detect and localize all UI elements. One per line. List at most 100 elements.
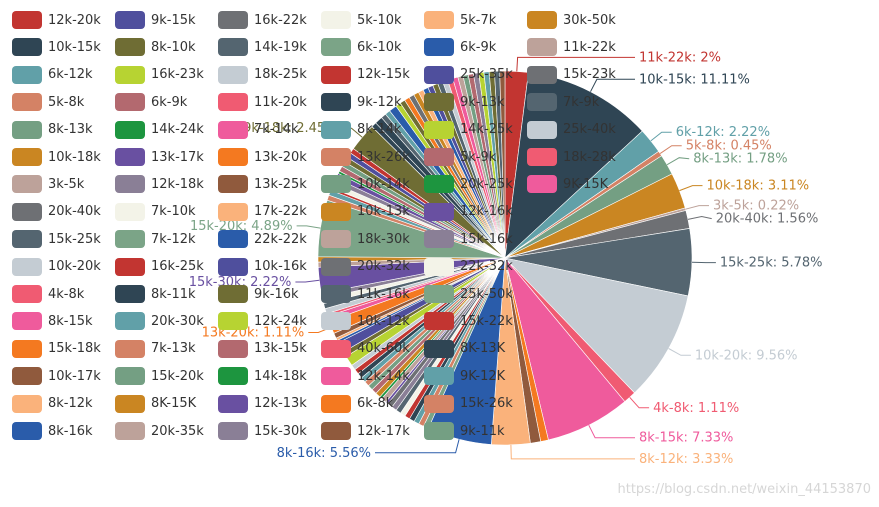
legend-item-18k-25k[interactable]: 18k-25k bbox=[218, 65, 307, 85]
legend-item-8k-15k[interactable]: 8K-15K bbox=[115, 394, 196, 414]
legend-item-13k-26k[interactable]: 13k-26k bbox=[321, 147, 410, 167]
legend-item-8k-13k[interactable]: 8k-13k bbox=[12, 120, 93, 140]
legend-item-15k-18k[interactable]: 15k-18k bbox=[12, 339, 101, 359]
legend-item-5k-8k[interactable]: 5k-8k bbox=[12, 92, 84, 112]
legend-item-9k-13k[interactable]: 9k-13k bbox=[424, 92, 505, 112]
legend-item-20k-25k[interactable]: 20k-25k bbox=[424, 174, 513, 194]
legend-item-14k-19k[interactable]: 14k-19k bbox=[218, 37, 307, 57]
legend-item-18k-30k[interactable]: 18k-30k bbox=[321, 229, 410, 249]
legend-item-9k-15k[interactable]: 9K-15K bbox=[527, 174, 608, 194]
legend-item-20k-30k[interactable]: 20k-30k bbox=[115, 311, 204, 331]
legend-item-9k-12k[interactable]: 9K-12K bbox=[424, 366, 505, 386]
legend-item-8k-14k[interactable]: 8k-14k bbox=[321, 120, 402, 140]
legend-item-8k-10k[interactable]: 8k-10k bbox=[115, 37, 196, 57]
legend-item-5k-7k[interactable]: 5k-7k bbox=[424, 10, 496, 30]
legend-label: 9K-12K bbox=[460, 368, 506, 384]
legend-item-11k-16k[interactable]: 11k-16k bbox=[321, 284, 410, 304]
legend-item-10k-17k[interactable]: 10k-17k bbox=[12, 366, 101, 386]
legend-item-12k-16k[interactable]: 12k-16k bbox=[424, 202, 513, 222]
legend-item-16k-22k[interactable]: 16k-22k bbox=[218, 10, 307, 30]
legend-item-22k-22k[interactable]: 22k-22k bbox=[218, 229, 307, 249]
legend-swatch bbox=[527, 120, 557, 139]
legend-swatch bbox=[12, 422, 42, 440]
legend-item-14k-25k[interactable]: 14k-25k bbox=[424, 120, 513, 140]
legend-item-15k-16k[interactable]: 15k-16k bbox=[424, 229, 513, 249]
legend-item-10k-14k[interactable]: 10k-14k bbox=[321, 174, 410, 194]
legend-item-15k-20k[interactable]: 15k-20k bbox=[115, 366, 204, 386]
legend-item-5k-9k[interactable]: 5k-9k bbox=[424, 147, 496, 167]
legend-item-13k-20k[interactable]: 13k-20k bbox=[218, 147, 307, 167]
legend-item-3k-5k[interactable]: 3k-5k bbox=[12, 174, 84, 194]
legend-item-13k-15k[interactable]: 13k-15k bbox=[218, 339, 307, 359]
legend-item-30k-50k[interactable]: 30k-50k bbox=[527, 10, 616, 30]
pie-slice-12k-17k-92[interactable] bbox=[499, 70, 506, 259]
legend-item-9k-15k[interactable]: 9k-15k bbox=[115, 10, 196, 30]
legend-item-8k-16k[interactable]: 8k-16k bbox=[12, 421, 93, 441]
legend-item-15k-23k[interactable]: 15k-23k bbox=[527, 65, 616, 85]
legend-item-20k-40k[interactable]: 20k-40k bbox=[12, 202, 101, 222]
legend-item-10k-16k[interactable]: 10k-16k bbox=[218, 257, 307, 277]
legend-item-15k-22k[interactable]: 15k-22k bbox=[424, 311, 513, 331]
legend-item-14k-24k[interactable]: 14k-24k bbox=[115, 120, 204, 140]
legend-item-10k-20k[interactable]: 10k-20k bbox=[12, 257, 101, 277]
legend-item-15k-26k[interactable]: 15k-26k bbox=[424, 394, 513, 414]
legend-item-17k-22k[interactable]: 17k-22k bbox=[218, 202, 307, 222]
legend-item-11k-22k[interactable]: 11k-22k bbox=[527, 37, 616, 57]
legend-item-10k-18k[interactable]: 10k-18k bbox=[12, 147, 101, 167]
legend-item-9k-16k[interactable]: 9k-16k bbox=[218, 284, 299, 304]
legend-label: 8k-11k bbox=[151, 286, 196, 302]
legend-item-15k-30k[interactable]: 15k-30k bbox=[218, 421, 307, 441]
legend-item-7k-14k[interactable]: 7k-14k bbox=[218, 120, 299, 140]
legend-item-10k-15k[interactable]: 10k-15k bbox=[12, 37, 101, 57]
legend-item-4k-8k[interactable]: 4k-8k bbox=[12, 284, 84, 304]
legend-swatch bbox=[321, 120, 351, 139]
legend-item-6k-8k[interactable]: 6k-8k bbox=[321, 394, 393, 414]
legend-item-6k-9k[interactable]: 6k-9k bbox=[424, 37, 496, 57]
legend-item-12k-14k[interactable]: 12k-14k bbox=[321, 366, 410, 386]
legend-item-22k-32k[interactable]: 22k-32k bbox=[424, 257, 513, 277]
legend-item-15k-25k[interactable]: 15k-25k bbox=[12, 229, 101, 249]
legend-item-16k-23k[interactable]: 16k-23k bbox=[115, 65, 204, 85]
legend-item-8k-11k[interactable]: 8k-11k bbox=[115, 284, 196, 304]
legend-item-12k-20k[interactable]: 12k-20k bbox=[12, 10, 101, 30]
legend-item-8k-13k[interactable]: 8K-13K bbox=[424, 339, 505, 359]
legend-item-25k-40k[interactable]: 25k-40k bbox=[527, 120, 616, 140]
legend-label: 12k-20k bbox=[48, 12, 101, 28]
legend-item-12k-17k[interactable]: 12k-17k bbox=[321, 421, 410, 441]
legend-item-6k-10k[interactable]: 6k-10k bbox=[321, 37, 402, 57]
legend-item-8k-12k[interactable]: 8k-12k bbox=[12, 394, 93, 414]
legend-item-13k-17k[interactable]: 13k-17k bbox=[115, 147, 204, 167]
legend-item-25k-35k[interactable]: 25k-35k bbox=[424, 65, 513, 85]
legend-label: 8k-13k bbox=[48, 122, 93, 138]
legend-item-11k-20k[interactable]: 11k-20k bbox=[218, 92, 307, 112]
legend-item-6k-12k[interactable]: 6k-12k bbox=[12, 65, 93, 85]
legend-item-12k-13k[interactable]: 12k-13k bbox=[218, 394, 307, 414]
legend-item-16k-25k[interactable]: 16k-25k bbox=[115, 257, 204, 277]
legend-label: 25k-50k bbox=[460, 286, 513, 302]
legend-item-7k-13k[interactable]: 7k-13k bbox=[115, 339, 196, 359]
legend-item-10k-13k[interactable]: 10k-13k bbox=[321, 202, 410, 222]
legend-label: 10k-15k bbox=[48, 39, 101, 55]
legend-item-25k-50k[interactable]: 25k-50k bbox=[424, 284, 513, 304]
legend-item-12k-18k[interactable]: 12k-18k bbox=[115, 174, 204, 194]
legend-item-13k-25k[interactable]: 13k-25k bbox=[218, 174, 307, 194]
legend-item-8k-15k[interactable]: 8k-15k bbox=[12, 311, 93, 331]
legend-item-7k-10k[interactable]: 7k-10k bbox=[115, 202, 196, 222]
legend-item-20k-32k[interactable]: 20k-32k bbox=[321, 257, 410, 277]
legend-item-40k-60k[interactable]: 40k-60k bbox=[321, 339, 410, 359]
legend-item-18k-28k[interactable]: 18k-28k bbox=[527, 147, 616, 167]
legend-item-5k-10k[interactable]: 5k-10k bbox=[321, 10, 402, 30]
legend-item-9k-12k[interactable]: 9k-12k bbox=[321, 92, 402, 112]
legend-swatch bbox=[218, 339, 248, 358]
legend-item-7k-12k[interactable]: 7k-12k bbox=[115, 229, 196, 249]
legend-swatch bbox=[115, 394, 145, 413]
legend-swatch bbox=[424, 175, 454, 194]
legend-item-12k-24k[interactable]: 12k-24k bbox=[218, 311, 307, 331]
legend-item-10k-12k[interactable]: 10k-12k bbox=[321, 311, 410, 331]
legend-item-9k-11k[interactable]: 9k-11k bbox=[424, 421, 505, 441]
legend-item-14k-18k[interactable]: 14k-18k bbox=[218, 366, 307, 386]
legend-item-20k-35k[interactable]: 20k-35k bbox=[115, 421, 204, 441]
legend-item-6k-9k[interactable]: 6k-9k bbox=[115, 92, 187, 112]
legend-item-12k-15k[interactable]: 12k-15k bbox=[321, 65, 410, 85]
legend-item-7k-9k[interactable]: 7k-9k bbox=[527, 92, 599, 112]
